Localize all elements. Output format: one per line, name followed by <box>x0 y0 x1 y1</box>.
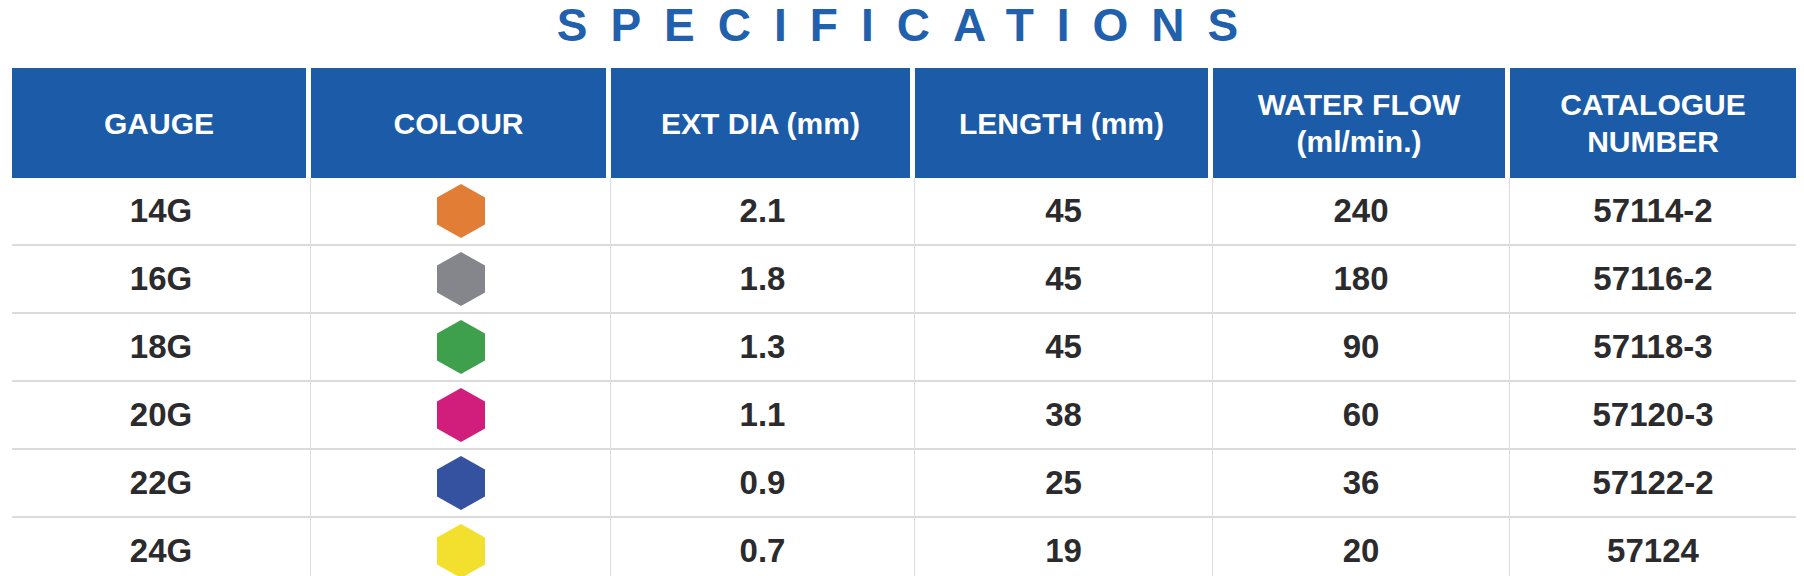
cell-colour <box>311 246 611 312</box>
hexagon-shape <box>437 524 485 576</box>
table-row: 14G 2.1 45 240 57114-2 <box>12 178 1796 246</box>
cell-gauge: 20G <box>12 382 311 448</box>
cell-ext-dia: 2.1 <box>611 178 915 244</box>
cell-colour <box>311 450 611 516</box>
cell-water-flow: 180 <box>1213 246 1510 312</box>
header-cell-catalogue: CATALOGUE NUMBER <box>1510 68 1796 178</box>
cell-colour <box>311 518 611 576</box>
cell-ext-dia: 0.9 <box>611 450 915 516</box>
hexagon-swatch-icon <box>437 320 485 374</box>
cell-colour <box>311 178 611 244</box>
cell-catalogue: 57124 <box>1510 518 1796 576</box>
cell-ext-dia: 1.3 <box>611 314 915 380</box>
cell-gauge: 14G <box>12 178 311 244</box>
header-cell-length: LENGTH (mm) <box>915 68 1213 178</box>
cell-water-flow: 36 <box>1213 450 1510 516</box>
cell-gauge: 18G <box>12 314 311 380</box>
header-cell-colour: COLOUR <box>311 68 611 178</box>
cell-colour <box>311 314 611 380</box>
hexagon-shape <box>437 456 485 510</box>
hexagon-shape <box>437 252 485 306</box>
cell-ext-dia: 0.7 <box>611 518 915 576</box>
hexagon-shape <box>437 388 485 442</box>
cell-catalogue: 57114-2 <box>1510 178 1796 244</box>
cell-water-flow: 240 <box>1213 178 1510 244</box>
header-cell-gauge: GAUGE <box>12 68 311 178</box>
cell-gauge: 22G <box>12 450 311 516</box>
hexagon-swatch-icon <box>437 456 485 510</box>
table-row: 20G 1.1 38 60 57120-3 <box>12 382 1796 450</box>
cell-length: 45 <box>915 314 1213 380</box>
table-row: 24G 0.7 19 20 57124 <box>12 518 1796 576</box>
cell-colour <box>311 382 611 448</box>
cell-catalogue: 57120-3 <box>1510 382 1796 448</box>
table-header-row: GAUGE COLOUR EXT DIA (mm) LENGTH (mm) WA… <box>12 68 1796 178</box>
table-row: 16G 1.8 45 180 57116-2 <box>12 246 1796 314</box>
cell-length: 25 <box>915 450 1213 516</box>
cell-length: 45 <box>915 178 1213 244</box>
cell-gauge: 16G <box>12 246 311 312</box>
hexagon-swatch-icon <box>437 524 485 576</box>
cell-water-flow: 20 <box>1213 518 1510 576</box>
table-row: 18G 1.3 45 90 57118-3 <box>12 314 1796 382</box>
table-row: 22G 0.9 25 36 57122-2 <box>12 450 1796 518</box>
cell-catalogue: 57118-3 <box>1510 314 1796 380</box>
hexagon-shape <box>437 320 485 374</box>
cell-length: 38 <box>915 382 1213 448</box>
cell-length: 19 <box>915 518 1213 576</box>
hexagon-swatch-icon <box>437 388 485 442</box>
page-title: SPECIFICATIONS <box>0 0 1804 54</box>
cell-length: 45 <box>915 246 1213 312</box>
header-cell-ext-dia: EXT DIA (mm) <box>611 68 915 178</box>
cell-ext-dia: 1.1 <box>611 382 915 448</box>
hexagon-swatch-icon <box>437 184 485 238</box>
cell-catalogue: 57116-2 <box>1510 246 1796 312</box>
hexagon-swatch-icon <box>437 252 485 306</box>
header-cell-water-flow: WATER FLOW (ml/min.) <box>1213 68 1510 178</box>
cell-water-flow: 90 <box>1213 314 1510 380</box>
specifications-table: GAUGE COLOUR EXT DIA (mm) LENGTH (mm) WA… <box>12 68 1796 576</box>
cell-ext-dia: 1.8 <box>611 246 915 312</box>
cell-catalogue: 57122-2 <box>1510 450 1796 516</box>
hexagon-shape <box>437 184 485 238</box>
cell-gauge: 24G <box>12 518 311 576</box>
cell-water-flow: 60 <box>1213 382 1510 448</box>
